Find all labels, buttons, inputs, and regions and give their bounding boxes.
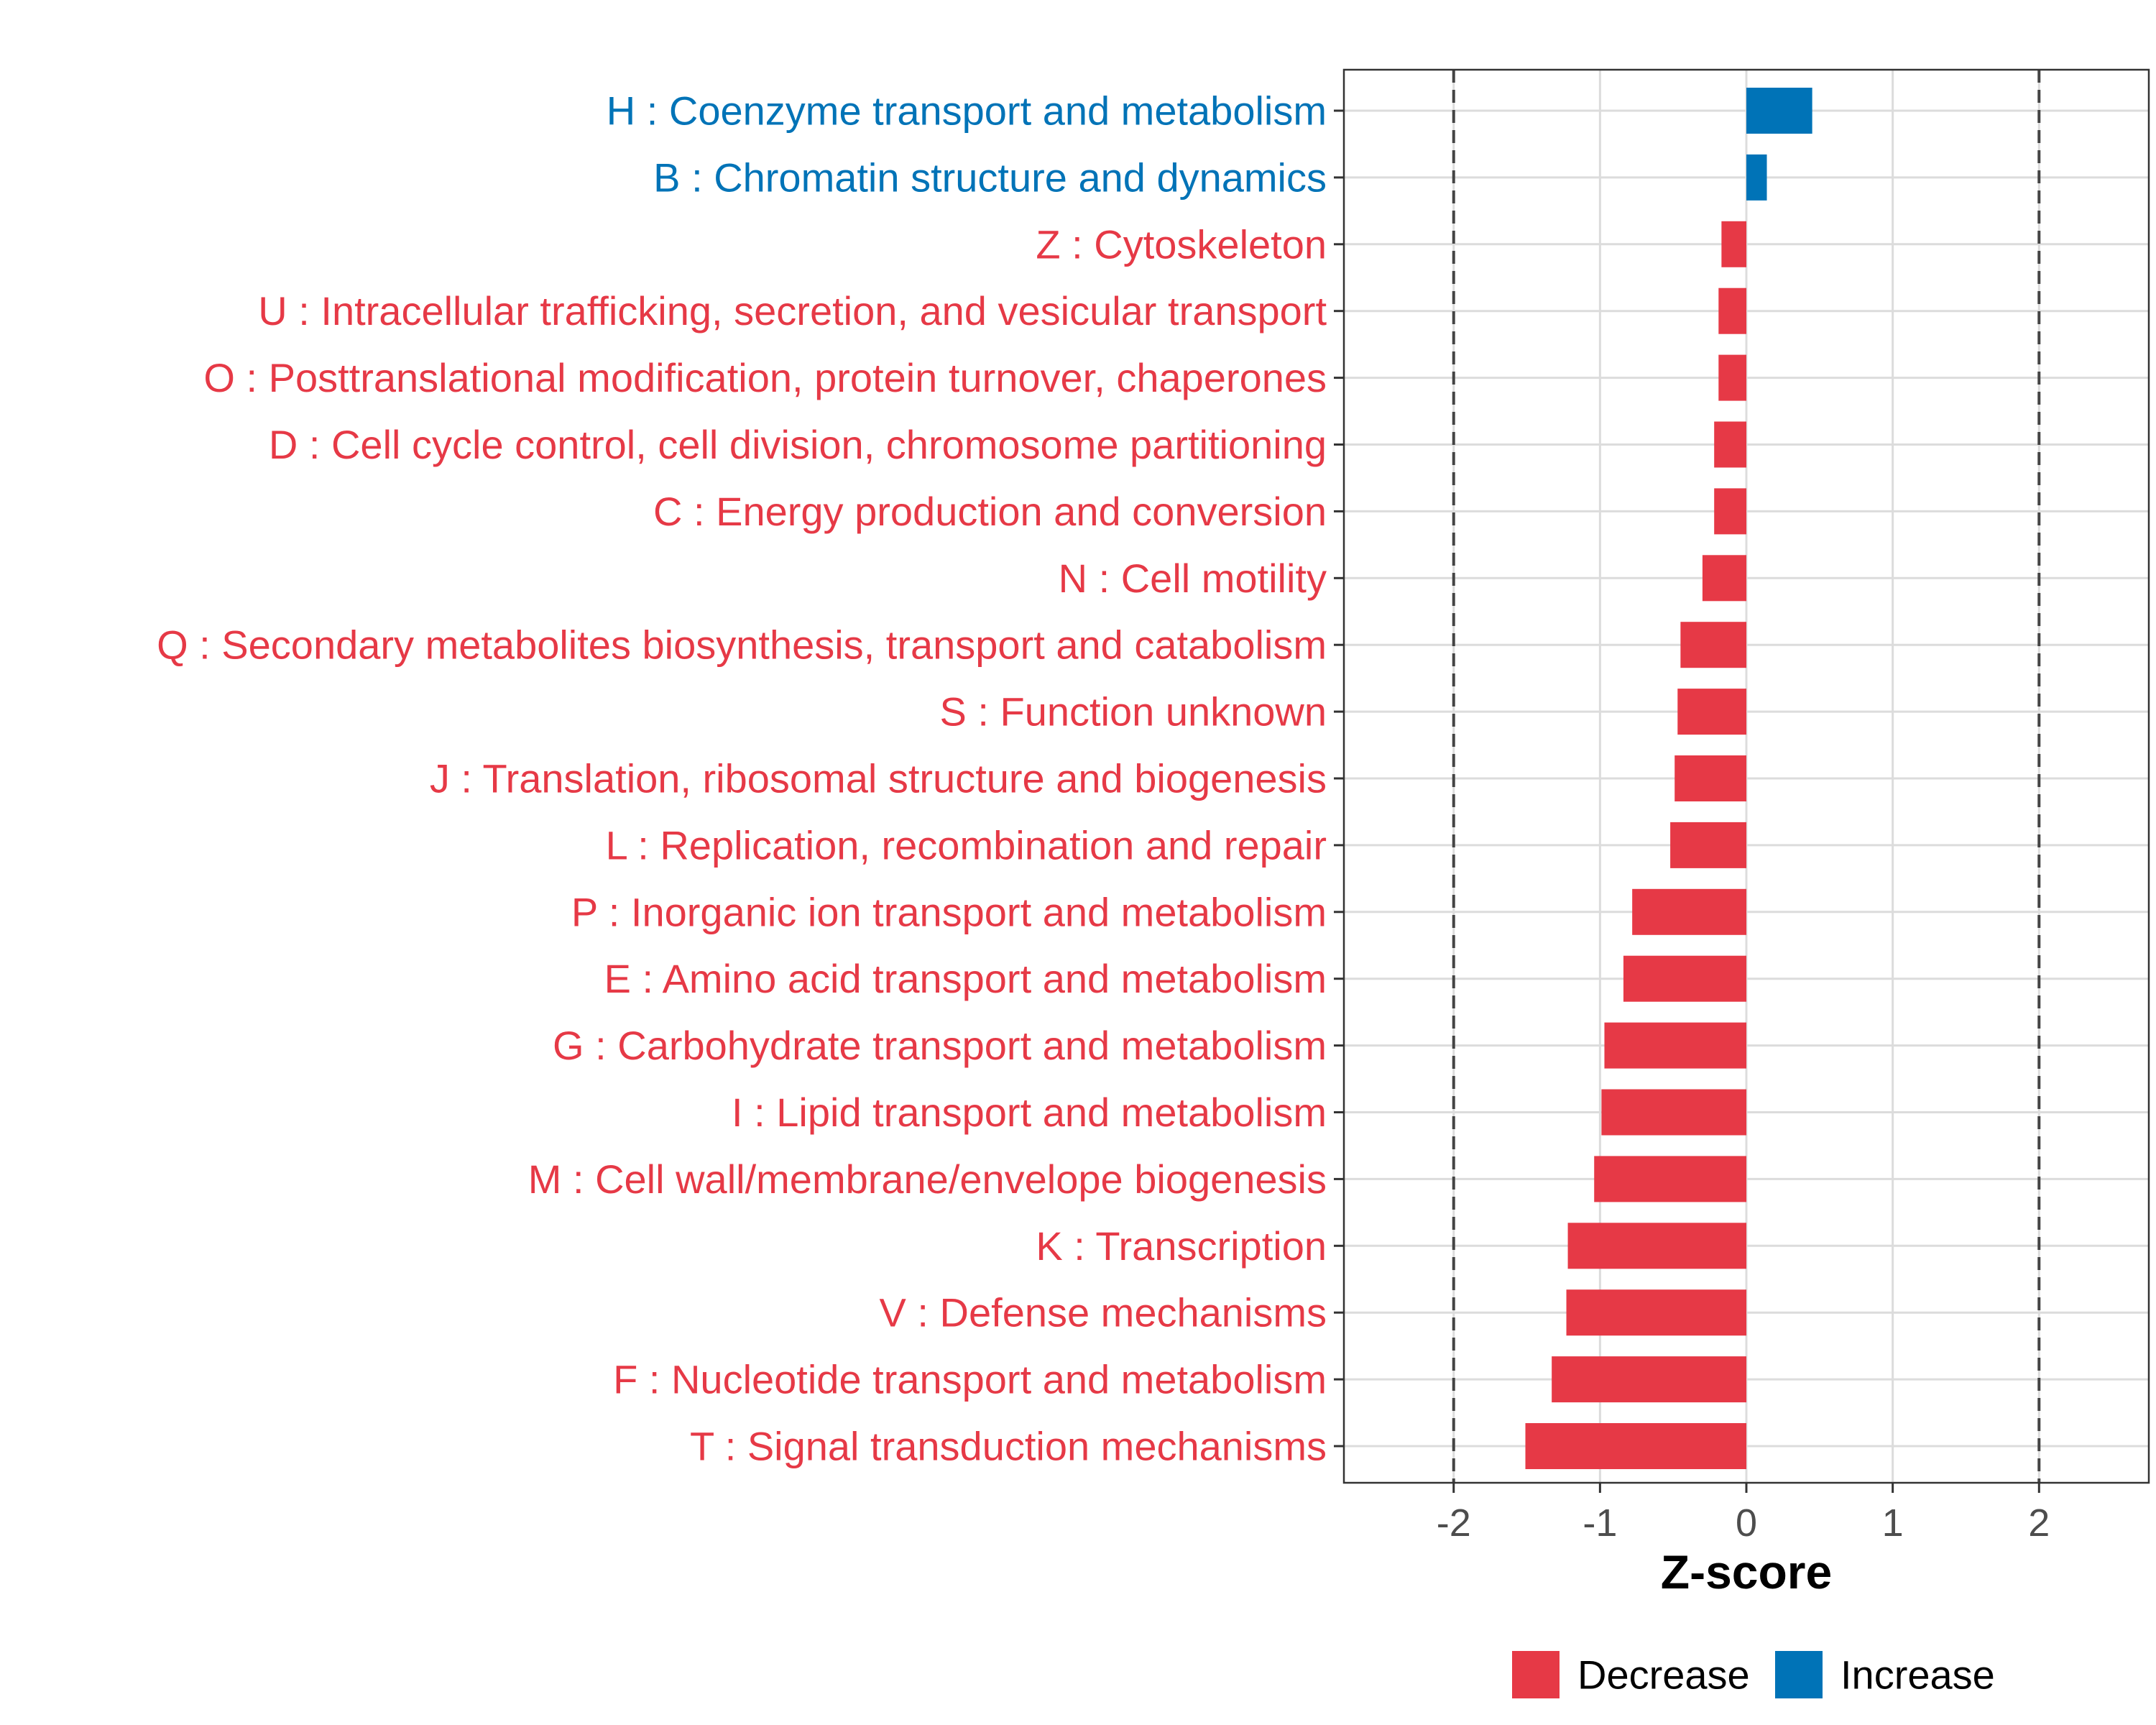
x-axis-title: Z-score — [1661, 1545, 1832, 1598]
legend-swatch-increase — [1775, 1651, 1823, 1698]
y-tick-label: U : Intracellular trafficking, secretion… — [258, 288, 1327, 334]
bar-g — [1604, 1022, 1746, 1069]
y-tick-label: V : Defense mechanisms — [880, 1290, 1327, 1335]
y-tick-layer: H : Coenzyme transport and metabolism B :… — [157, 88, 1344, 1469]
bar-f — [1552, 1356, 1746, 1403]
y-tick-label: M : Cell wall/membrane/envelope biogenes… — [528, 1156, 1327, 1202]
y-tick-label: C : Energy production and conversion — [653, 489, 1327, 534]
y-tick-label: Z : Cytoskeleton — [1036, 221, 1327, 267]
bar-m — [1594, 1156, 1746, 1202]
bar-v — [1566, 1289, 1746, 1336]
legend-swatch-decrease — [1512, 1651, 1560, 1698]
y-tick-label: O : Posttranslational modification, prot… — [203, 355, 1327, 400]
y-tick-label: D : Cell cycle control, cell division, c… — [269, 422, 1327, 467]
x-tick-layer: -2 -1 0 1 2 — [1437, 1483, 2050, 1545]
bar-t — [1525, 1423, 1746, 1469]
y-tick-label: S : Function unknown — [939, 689, 1327, 735]
y-tick-label: I : Lipid transport and metabolism — [732, 1090, 1327, 1135]
legend-label-decrease: Decrease — [1577, 1652, 1750, 1698]
bar-b — [1746, 154, 1767, 201]
y-tick-label: T : Signal transduction mechanisms — [690, 1424, 1327, 1469]
x-tick-label: 2 — [2028, 1501, 2050, 1545]
bar-h — [1746, 88, 1812, 134]
x-tick-label: 0 — [1736, 1501, 1757, 1545]
bar-n — [1702, 555, 1746, 602]
y-tick-label: F : Nucleotide transport and metabolism — [613, 1357, 1327, 1402]
bar-z — [1721, 221, 1746, 267]
y-tick-label: H : Coenzyme transport and metabolism — [607, 88, 1327, 134]
x-tick-label: -1 — [1583, 1501, 1617, 1545]
y-tick-label: E : Amino acid transport and metabolism — [604, 956, 1327, 1001]
bar-c — [1714, 488, 1746, 535]
x-tick-label: -2 — [1437, 1501, 1471, 1545]
reference-line-layer — [1452, 70, 2041, 1483]
bar-d — [1714, 421, 1746, 468]
y-tick-label: G : Carbohydrate transport and metabolis… — [553, 1023, 1327, 1068]
bar-i — [1601, 1089, 1746, 1136]
bar-q — [1680, 622, 1746, 668]
bar-e — [1623, 955, 1746, 1002]
y-tick-label: K : Transcription — [1036, 1223, 1327, 1269]
y-tick-label: P : Inorganic ion transport and metaboli… — [571, 889, 1327, 934]
legend-label-increase: Increase — [1841, 1652, 1995, 1698]
bar-k — [1567, 1223, 1746, 1269]
y-tick-label: B : Chromatin structure and dynamics — [653, 155, 1327, 200]
y-tick-label: N : Cell motility — [1059, 556, 1327, 601]
y-tick-label: Q : Secondary metabolites biosynthesis, … — [157, 622, 1327, 668]
bar-s — [1677, 689, 1746, 735]
bar-layer — [1525, 88, 1812, 1469]
bar-j — [1674, 755, 1746, 801]
y-tick-label: J : Translation, ribosomal structure and… — [430, 756, 1327, 801]
bar-p — [1632, 888, 1746, 935]
bar-u — [1718, 288, 1746, 334]
y-tick-label: L : Replication, recombination and repai… — [606, 822, 1327, 868]
x-tick-label: 1 — [1882, 1501, 1904, 1545]
bar-l — [1670, 822, 1746, 868]
legend: Decrease Increase — [1512, 1651, 1995, 1698]
bar-o — [1718, 354, 1746, 401]
